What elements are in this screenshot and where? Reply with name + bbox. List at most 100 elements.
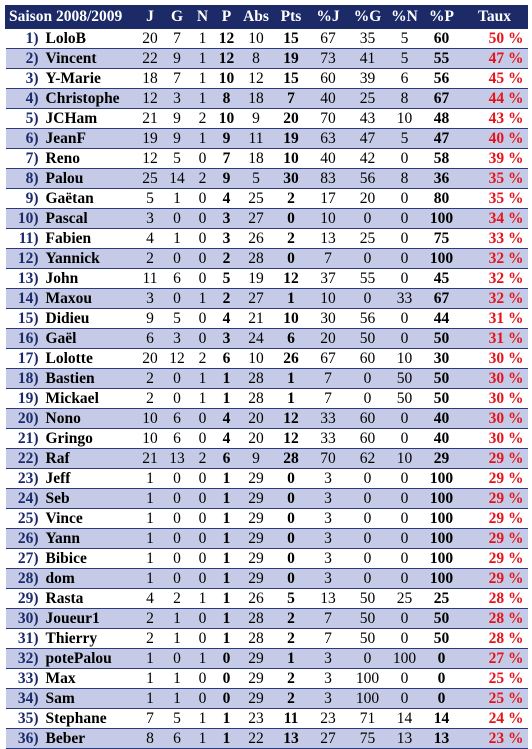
cell-player-name: Gringo [41,428,137,449]
cell-pct-p: 60 [421,28,462,49]
cell-n: 2 [190,448,215,469]
cell-pct-j: 83 [308,168,348,189]
cell-pct-g: 60 [347,408,388,429]
table-row: 29) Rasta 4 2 1 1 26 5 13 50 25 25 28 % [5,588,528,609]
cell-g: 0 [163,528,191,549]
cell-rank: 12) [5,248,42,269]
cell-abs: 27 [238,208,274,229]
cell-rank: 3) [5,68,42,89]
cell-g: 14 [163,168,191,189]
cell-pct-n: 0 [387,688,422,709]
cell-j: 5 [136,188,164,209]
cell-pct-p: 58 [421,148,462,169]
cell-abs: 9 [238,108,274,129]
cell-pct-n: 5 [387,48,422,69]
cell-rank: 36) [5,728,42,749]
cell-abs: 29 [238,568,274,589]
cell-pct-g: 56 [347,308,388,329]
cell-g: 5 [163,148,191,169]
cell-j: 8 [136,728,164,749]
cell-pct-j: 3 [308,648,348,669]
cell-pct-g: 50 [347,608,388,629]
cell-pct-p: 50 [421,368,462,389]
cell-p: 1 [214,488,239,509]
cell-g: 9 [163,48,191,69]
cell-abs: 18 [238,88,274,109]
cell-j: 2 [136,248,164,269]
cell-n: 0 [190,608,215,629]
cell-abs: 28 [238,368,274,389]
cell-pct-g: 0 [347,568,388,589]
cell-pct-g: 0 [347,208,388,229]
cell-pts: 0 [273,528,309,549]
cell-taux: 28 % [461,628,528,649]
cell-p: 0 [214,668,239,689]
cell-abs: 19 [238,268,274,289]
cell-g: 6 [163,268,191,289]
cell-pct-j: 7 [308,388,348,409]
cell-pts: 15 [273,28,309,49]
header-taux: Taux [461,5,529,29]
cell-taux: 29 % [461,508,528,529]
cell-j: 9 [136,308,164,329]
cell-pct-j: 3 [308,528,348,549]
cell-g: 1 [163,608,191,629]
cell-g: 1 [163,188,191,209]
cell-pct-g: 55 [347,268,388,289]
cell-taux: 30 % [461,388,528,409]
cell-g: 0 [163,288,191,309]
cell-g: 1 [163,668,191,689]
header-season: Saison 2008/2009 [4,5,138,29]
table-row: 3) Y-Marie 18 7 1 10 12 15 60 39 6 56 45 % [5,68,528,89]
cell-taux: 25 % [461,668,528,689]
cell-pct-n: 0 [387,248,422,269]
header-pts: Pts [273,5,310,29]
cell-g: 0 [163,548,191,569]
cell-taux: 24 % [461,708,528,729]
cell-n: 1 [190,88,215,109]
cell-taux: 31 % [461,308,528,329]
cell-p: 10 [214,108,239,129]
cell-pct-p: 67 [421,288,462,309]
cell-pct-n: 0 [387,548,422,569]
cell-taux: 29 % [461,568,528,589]
cell-g: 13 [163,448,191,469]
cell-pct-j: 60 [308,68,348,89]
cell-p: 9 [214,168,239,189]
cell-n: 0 [190,688,215,709]
cell-pct-n: 0 [387,268,422,289]
cell-player-name: Bastien [41,368,137,389]
cell-abs: 29 [238,648,274,669]
cell-n: 1 [190,28,215,49]
cell-pts: 0 [273,468,309,489]
cell-p: 1 [214,528,239,549]
cell-pts: 2 [273,688,309,709]
cell-rank: 5) [5,108,42,129]
cell-pct-p: 100 [421,548,462,569]
cell-pct-p: 50 [421,388,462,409]
cell-abs: 29 [238,688,274,709]
cell-g: 9 [163,108,191,129]
cell-n: 1 [190,588,215,609]
cell-pct-n: 8 [387,88,422,109]
cell-pct-p: 100 [421,508,462,529]
cell-p: 1 [214,628,239,649]
cell-pct-g: 25 [347,88,388,109]
cell-player-name: Yannick [41,248,137,269]
cell-player-name: Vince [41,508,137,529]
cell-abs: 5 [238,168,274,189]
cell-player-name: Sam [41,688,137,709]
cell-pct-n: 5 [387,128,422,149]
cell-abs: 24 [238,328,274,349]
cell-pct-g: 71 [347,708,388,729]
cell-p: 1 [214,608,239,629]
header-pct-j: %J [308,5,349,29]
cell-pts: 1 [273,368,309,389]
cell-pct-j: 63 [308,128,348,149]
table-row: 27) Bibice 1 0 0 1 29 0 3 0 0 100 29 % [5,548,528,569]
cell-pct-n: 25 [387,588,422,609]
cell-player-name: Bibice [41,548,137,569]
cell-p: 3 [214,228,239,249]
cell-pct-n: 0 [387,488,422,509]
table-row: 16) Gaël 6 3 0 3 24 6 20 50 0 50 31 % [5,328,528,349]
